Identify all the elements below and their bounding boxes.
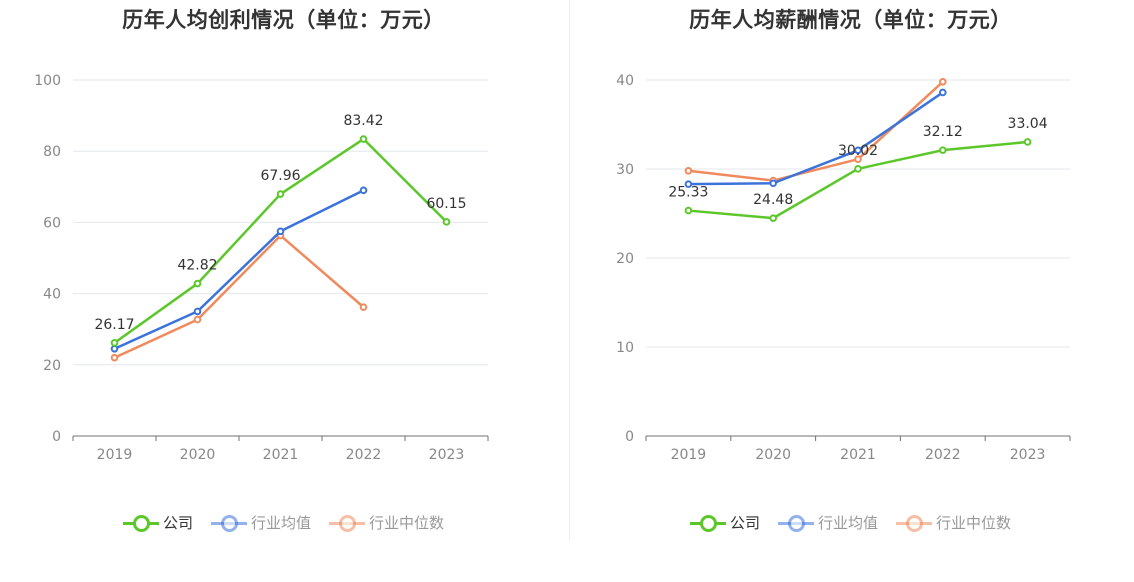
y-tick-label: 60 xyxy=(43,215,61,231)
legend-swatch-icon xyxy=(122,514,159,532)
legend: 公司 行业均值 行业中位数 xyxy=(567,512,1134,533)
x-tick-label: 2020 xyxy=(755,447,791,463)
legend-item[interactable]: 公司 xyxy=(689,512,760,533)
data-label: 60.15 xyxy=(426,196,466,212)
legend-item[interactable]: 行业中位数 xyxy=(329,512,444,533)
data-point xyxy=(854,146,862,155)
y-tick-label: 20 xyxy=(616,251,634,267)
data-label: 42.82 xyxy=(177,258,217,274)
x-tick-label: 2022 xyxy=(346,447,382,463)
legend-label: 行业中位数 xyxy=(936,514,1012,532)
data-point xyxy=(769,214,777,222)
data-label: 26.17 xyxy=(94,317,134,333)
x-tick-label: 2021 xyxy=(263,447,299,463)
series-line-1 xyxy=(688,91,944,186)
x-tick-label: 2020 xyxy=(180,447,216,463)
legend-label: 公司 xyxy=(162,514,193,532)
data-label: 32.12 xyxy=(923,124,963,140)
legend-swatch-icon xyxy=(896,514,932,532)
data-point xyxy=(276,190,285,198)
data-point xyxy=(1023,138,1032,146)
data-label: 25.33 xyxy=(668,185,708,201)
data-label: 83.42 xyxy=(343,113,383,129)
chart-panel-salary: 历年人均薪酬情况（单位：万元） 0 10 20 30 40 2019 2020 2021 202… xyxy=(567,0,1134,582)
legend: 公司 行业均值 行业中位数 xyxy=(0,512,567,533)
chart-title: 历年人均创利情况（单位：万元） xyxy=(122,8,445,32)
data-point xyxy=(193,307,202,316)
chart-panel-profit: 历年人均创利情况（单位：万元） 0 20 40 60 80 100 2019 2020 2021… xyxy=(0,8,567,533)
profit-chart-svg: 0 20 40 60 80 100 2019 2020 2021 2022 2023 26.17 42.… xyxy=(34,73,489,463)
data-label: 30.02 xyxy=(838,143,878,159)
x-tick-label: 2019 xyxy=(671,447,707,463)
data-point xyxy=(854,155,862,164)
y-tick-label: 40 xyxy=(616,73,634,89)
data-point xyxy=(939,88,947,97)
y-tick-label: 10 xyxy=(616,340,634,356)
data-point xyxy=(110,339,119,347)
legend-label: 行业中位数 xyxy=(369,514,445,532)
series-line-1 xyxy=(113,189,365,350)
data-point xyxy=(939,77,947,86)
data-point xyxy=(359,303,368,311)
y-tick-label: 0 xyxy=(625,429,634,445)
data-point xyxy=(193,279,202,288)
x-tick-label: 2023 xyxy=(1010,447,1046,463)
y-tick-label: 30 xyxy=(616,162,634,178)
y-tick-label: 20 xyxy=(43,358,61,374)
data-point xyxy=(939,146,947,154)
y-tick-label: 40 xyxy=(43,287,61,303)
y-tick-label: 80 xyxy=(43,144,61,160)
data-point xyxy=(684,206,693,215)
legend-item[interactable]: 行业中位数 xyxy=(896,512,1011,533)
panel-divider xyxy=(569,0,570,540)
legend-item[interactable]: 行业均值 xyxy=(210,512,311,533)
x-tick-label: 2022 xyxy=(925,447,961,463)
data-point xyxy=(359,135,368,143)
data-point xyxy=(110,344,119,353)
data-point xyxy=(110,353,119,362)
salary-chart-svg: 0 10 20 30 40 2019 2020 2021 2022 2023 25.33 24.48 3… xyxy=(616,73,1071,463)
chart-title: 历年人均薪酬情况（单位：万元） xyxy=(689,8,1012,32)
legend-item[interactable]: 行业均值 xyxy=(777,512,878,533)
data-point xyxy=(854,165,862,173)
legend-swatch-icon xyxy=(329,514,365,532)
data-point xyxy=(684,166,693,175)
y-tick-label: 0 xyxy=(52,429,61,445)
data-point xyxy=(193,315,202,324)
x-tick-label: 2023 xyxy=(429,447,465,463)
series-line-2 xyxy=(113,234,365,359)
data-label: 24.48 xyxy=(753,192,793,208)
legend-swatch-icon xyxy=(777,514,814,532)
legend-label: 公司 xyxy=(729,514,760,532)
data-point xyxy=(684,180,693,188)
legend-label: 行业均值 xyxy=(250,514,311,532)
data-point xyxy=(359,186,368,195)
y-tick-label: 100 xyxy=(34,73,61,89)
data-point xyxy=(276,227,285,236)
x-tick-label: 2019 xyxy=(97,447,133,463)
legend-swatch-icon xyxy=(210,514,247,532)
data-label: 67.96 xyxy=(260,168,300,184)
x-tick-label: 2021 xyxy=(840,447,876,463)
data-label: 33.04 xyxy=(1008,116,1048,132)
legend-swatch-icon xyxy=(689,514,726,532)
data-point xyxy=(769,179,777,188)
legend-item[interactable]: 公司 xyxy=(122,512,193,533)
legend-label: 行业均值 xyxy=(817,514,878,532)
data-point xyxy=(442,218,451,226)
